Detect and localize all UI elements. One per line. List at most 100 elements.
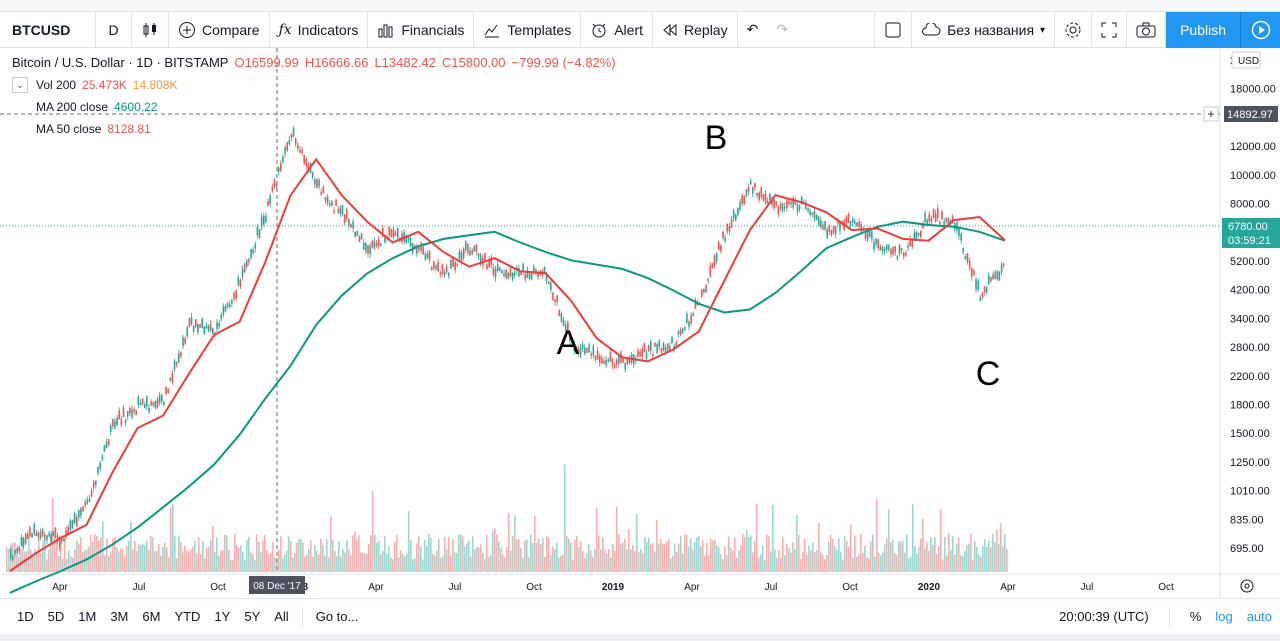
snapshot-button[interactable]	[1127, 12, 1167, 48]
candle	[524, 273, 527, 280]
auto-toggle[interactable]: auto	[1246, 609, 1272, 624]
volume-bar	[740, 545, 742, 572]
fullscreen-button[interactable]	[1092, 12, 1128, 48]
volume-bar	[580, 541, 582, 572]
candle	[975, 279, 977, 290]
templates-button[interactable]: Templates	[474, 11, 582, 48]
volume-bar	[736, 557, 738, 572]
range-1d[interactable]: 1D	[17, 609, 34, 624]
replay-button[interactable]: Replay	[653, 11, 738, 48]
candle	[469, 250, 471, 256]
candle	[409, 238, 412, 247]
range-5d[interactable]: 5D	[47, 609, 65, 624]
symbol-label: BTCUSD	[12, 21, 71, 38]
goto-button[interactable]: Go to...	[315, 609, 359, 624]
layout-name-button[interactable]: Без названия ▾	[912, 12, 1056, 48]
volume-bar	[536, 543, 538, 572]
candle	[335, 199, 337, 206]
range-all[interactable]: All	[274, 609, 289, 624]
candle	[320, 192, 323, 195]
candle	[271, 186, 274, 192]
legend-ma200[interactable]: MA 200 close 4600.22	[36, 98, 616, 116]
volume-bar	[512, 535, 514, 572]
volume-bar	[420, 546, 422, 572]
candle	[828, 226, 831, 232]
volume-bar	[884, 544, 886, 572]
alert-button[interactable]: Alert	[581, 11, 654, 48]
fullscreen-chart-button[interactable]	[874, 12, 913, 48]
candle	[88, 498, 91, 502]
range-6m[interactable]: 6M	[142, 609, 161, 624]
range-1m[interactable]: 1M	[78, 609, 97, 624]
percent-toggle[interactable]: %	[1189, 609, 1202, 624]
volume-bar	[546, 536, 548, 572]
candle	[694, 299, 697, 309]
compare-button[interactable]: Compare	[169, 11, 270, 48]
candle	[726, 223, 729, 232]
symbol-search[interactable]: BTCUSD	[0, 11, 96, 48]
volume-bar	[192, 546, 194, 572]
settings-button[interactable]	[1055, 12, 1093, 48]
candle	[354, 231, 357, 237]
chevron-down-icon[interactable]: ⌄	[12, 77, 28, 93]
volume-bar	[658, 544, 660, 572]
volume-bar	[972, 559, 974, 572]
volume-bar	[214, 552, 216, 572]
undo-button[interactable]: ↶	[738, 12, 768, 48]
candle	[250, 249, 252, 259]
price-chart[interactable]: 218000.0014000.0012000.0010000.008000.00…	[0, 48, 1280, 598]
candle	[352, 221, 354, 229]
chart-style-button[interactable]	[132, 11, 169, 48]
log-toggle[interactable]: log	[1215, 609, 1233, 624]
candle	[973, 270, 975, 276]
volume-bar	[286, 550, 288, 572]
candle	[84, 502, 87, 506]
volume-bar	[790, 552, 792, 572]
crosshair-price-badge	[1224, 106, 1278, 122]
candle	[754, 182, 756, 188]
range-1y[interactable]: 1Y	[214, 609, 231, 624]
redo-button[interactable]: ↷	[767, 12, 797, 48]
range-ytd[interactable]: YTD	[174, 609, 201, 624]
candle	[160, 395, 163, 402]
candle	[858, 221, 860, 227]
volume-bar	[924, 548, 926, 572]
legend-high: H16666.66	[304, 55, 369, 70]
templates-label: Templates	[507, 21, 572, 38]
financials-button[interactable]: Financials	[368, 11, 475, 48]
last-price-badge	[1222, 218, 1280, 248]
volume-bar	[162, 546, 164, 572]
candle	[990, 277, 992, 282]
volume-bar	[20, 549, 22, 572]
publish-button[interactable]: Publish	[1166, 12, 1240, 48]
candle	[902, 252, 905, 257]
candle	[303, 155, 305, 164]
volume-bar	[76, 540, 78, 572]
volume-bar	[60, 537, 62, 572]
range-3m[interactable]: 3M	[110, 609, 129, 624]
volume-bar	[912, 504, 914, 572]
candle	[703, 289, 705, 292]
x-tick-label: Apr	[1000, 582, 1016, 593]
volume-bar	[544, 556, 546, 572]
candle	[868, 228, 871, 237]
legend-ma50[interactable]: MA 50 close 8128.81	[36, 120, 616, 138]
volume-bar	[354, 531, 356, 572]
candle	[175, 362, 178, 365]
volume-bar	[144, 545, 146, 572]
volume-bar	[702, 539, 704, 572]
candle	[126, 411, 129, 417]
volume-bar	[938, 546, 940, 572]
candle	[505, 269, 507, 278]
indicators-button[interactable]: ƒx Indicators	[270, 11, 369, 48]
clock-readout[interactable]: 20:00:39 (UTC)	[1059, 609, 1149, 624]
legend-volume[interactable]: ⌄ Vol 200 25.473K 14.808K	[12, 76, 616, 94]
candle	[573, 341, 576, 352]
volume-bar	[492, 531, 494, 572]
range-5y[interactable]: 5Y	[244, 609, 261, 624]
candle	[724, 237, 726, 242]
stream-button[interactable]	[1240, 12, 1280, 48]
annotation-label: B	[705, 119, 728, 157]
candle	[61, 537, 63, 542]
interval-button[interactable]: D	[96, 11, 132, 48]
